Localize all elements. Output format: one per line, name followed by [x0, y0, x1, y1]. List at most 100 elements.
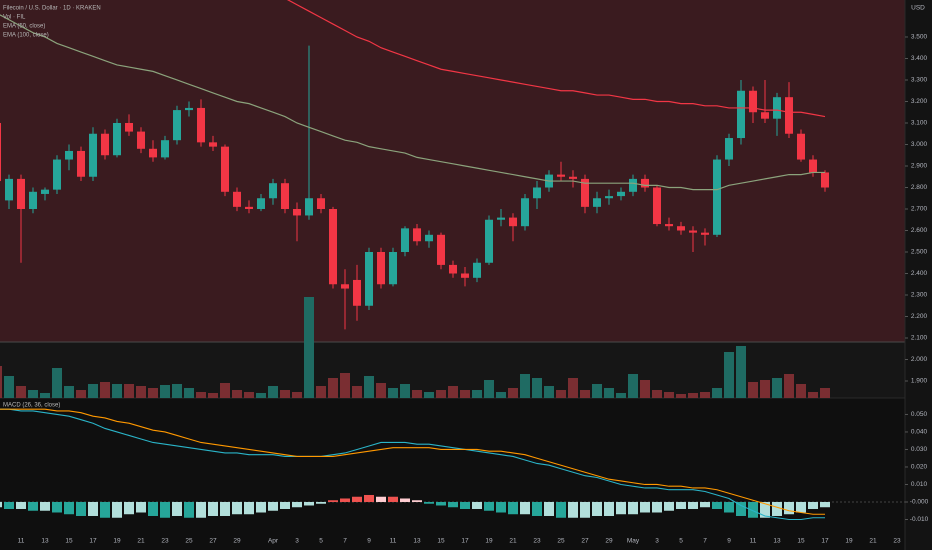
macd-histogram-bar — [532, 501, 542, 516]
macd-histogram-bar — [568, 501, 578, 518]
macd-histogram-bar — [592, 501, 602, 516]
macd-histogram-bar — [220, 501, 230, 516]
volume-bar — [724, 352, 734, 398]
candle-body — [749, 90, 757, 113]
macd-histogram-bar — [100, 501, 110, 518]
volume-bar — [736, 346, 746, 398]
macd-histogram-bar — [340, 498, 350, 502]
volume-bar — [88, 384, 98, 398]
volume-bar — [244, 392, 254, 398]
volume-bar — [124, 384, 134, 398]
macd-histogram-bar — [664, 501, 674, 511]
macd-histogram-bar — [52, 501, 62, 513]
y-tick-label: 1.900 — [911, 378, 928, 385]
macd-histogram-bar — [412, 500, 422, 502]
volume-bar — [784, 374, 794, 398]
x-tick-label: 17 — [821, 538, 829, 545]
volume-bar — [568, 378, 578, 398]
y-tick-label: 3.300 — [911, 77, 928, 84]
macd-histogram-bar — [796, 501, 806, 513]
macd-histogram-bar — [772, 501, 782, 516]
x-tick-label: 13 — [773, 538, 781, 545]
volume-bar — [280, 390, 290, 398]
volume-bar — [292, 392, 302, 398]
y-tick-label: 2.200 — [911, 313, 928, 320]
volume-bar — [772, 378, 782, 398]
x-tick-label: May — [627, 538, 640, 545]
y-tick-label: 2.300 — [911, 292, 928, 299]
volume-bar — [520, 374, 530, 398]
x-tick-label: 3 — [295, 538, 299, 545]
macd-histogram-bar — [472, 501, 482, 509]
macd-histogram-bar — [160, 501, 170, 518]
macd-tick-label: -0.010 — [910, 516, 929, 523]
x-tick-label: 23 — [533, 538, 541, 545]
candle-body — [797, 133, 805, 160]
y-tick-label: 3.100 — [911, 120, 928, 127]
volume-bar — [64, 386, 74, 398]
candle-body — [665, 224, 673, 227]
macd-histogram-bar — [196, 501, 206, 518]
candle-body — [605, 196, 613, 199]
candle-body — [569, 176, 577, 179]
candle-body — [629, 178, 637, 192]
candle-body — [125, 122, 133, 132]
candle-body — [209, 142, 217, 147]
volume-bar — [652, 390, 662, 398]
candle-body — [449, 264, 457, 274]
candle-body — [137, 131, 145, 149]
candle-body — [677, 226, 685, 231]
macd-histogram-bar — [280, 501, 290, 509]
macd-histogram-bar — [712, 501, 722, 509]
macd-histogram-bar — [808, 501, 818, 509]
candle-body — [5, 178, 13, 201]
candle-body — [281, 183, 289, 209]
x-tick-label: 19 — [113, 538, 121, 545]
volume-bar — [556, 390, 566, 398]
macd-histogram-bar — [484, 501, 494, 511]
volume-bar — [448, 386, 458, 398]
volume-bar — [592, 384, 602, 398]
macd-histogram-bar — [136, 501, 146, 513]
candle-body — [653, 187, 661, 225]
macd-histogram-bar — [820, 501, 830, 508]
candle-body — [317, 198, 325, 209]
macd-histogram-bar — [148, 501, 158, 516]
volume-bar — [148, 388, 158, 398]
macd-layer — [0, 408, 905, 521]
macd-histogram-bar — [700, 501, 710, 508]
volume-bar — [232, 390, 242, 398]
x-tick-label: 27 — [209, 538, 217, 545]
volume-bar — [220, 383, 230, 398]
macd-histogram-bar — [496, 501, 506, 513]
volume-bar — [424, 392, 434, 398]
macd-histogram-bar — [4, 501, 14, 509]
candle-body — [533, 187, 541, 199]
x-tick-label: 27 — [581, 538, 589, 545]
price-pane — [0, 0, 905, 342]
candle-body — [413, 228, 421, 242]
x-tick-label: 21 — [137, 538, 145, 545]
volume-bar — [532, 378, 542, 398]
x-tick-label: 21 — [509, 538, 517, 545]
x-tick-label: 17 — [89, 538, 97, 545]
x-tick-label: 23 — [893, 538, 901, 545]
volume-bar — [352, 386, 362, 398]
ema50-legend: EMA (50, close) — [3, 24, 45, 30]
x-tick-label: 19 — [485, 538, 493, 545]
macd-histogram-bar — [736, 501, 746, 516]
macd-histogram-bar — [460, 501, 470, 509]
volume-bar — [208, 393, 218, 398]
volume-bar — [796, 384, 806, 398]
volume-bar — [412, 390, 422, 398]
volume-bar — [712, 388, 722, 398]
candle-body — [809, 159, 817, 173]
macd-histogram-bar — [400, 498, 410, 502]
macd-histogram-bar — [616, 501, 626, 515]
candle-body — [269, 183, 277, 199]
signal-line — [0, 408, 825, 515]
macd-histogram-bar — [604, 501, 614, 516]
candle-body — [785, 97, 793, 134]
macd-histogram-bar — [544, 501, 554, 516]
x-tick-label: 15 — [65, 538, 73, 545]
